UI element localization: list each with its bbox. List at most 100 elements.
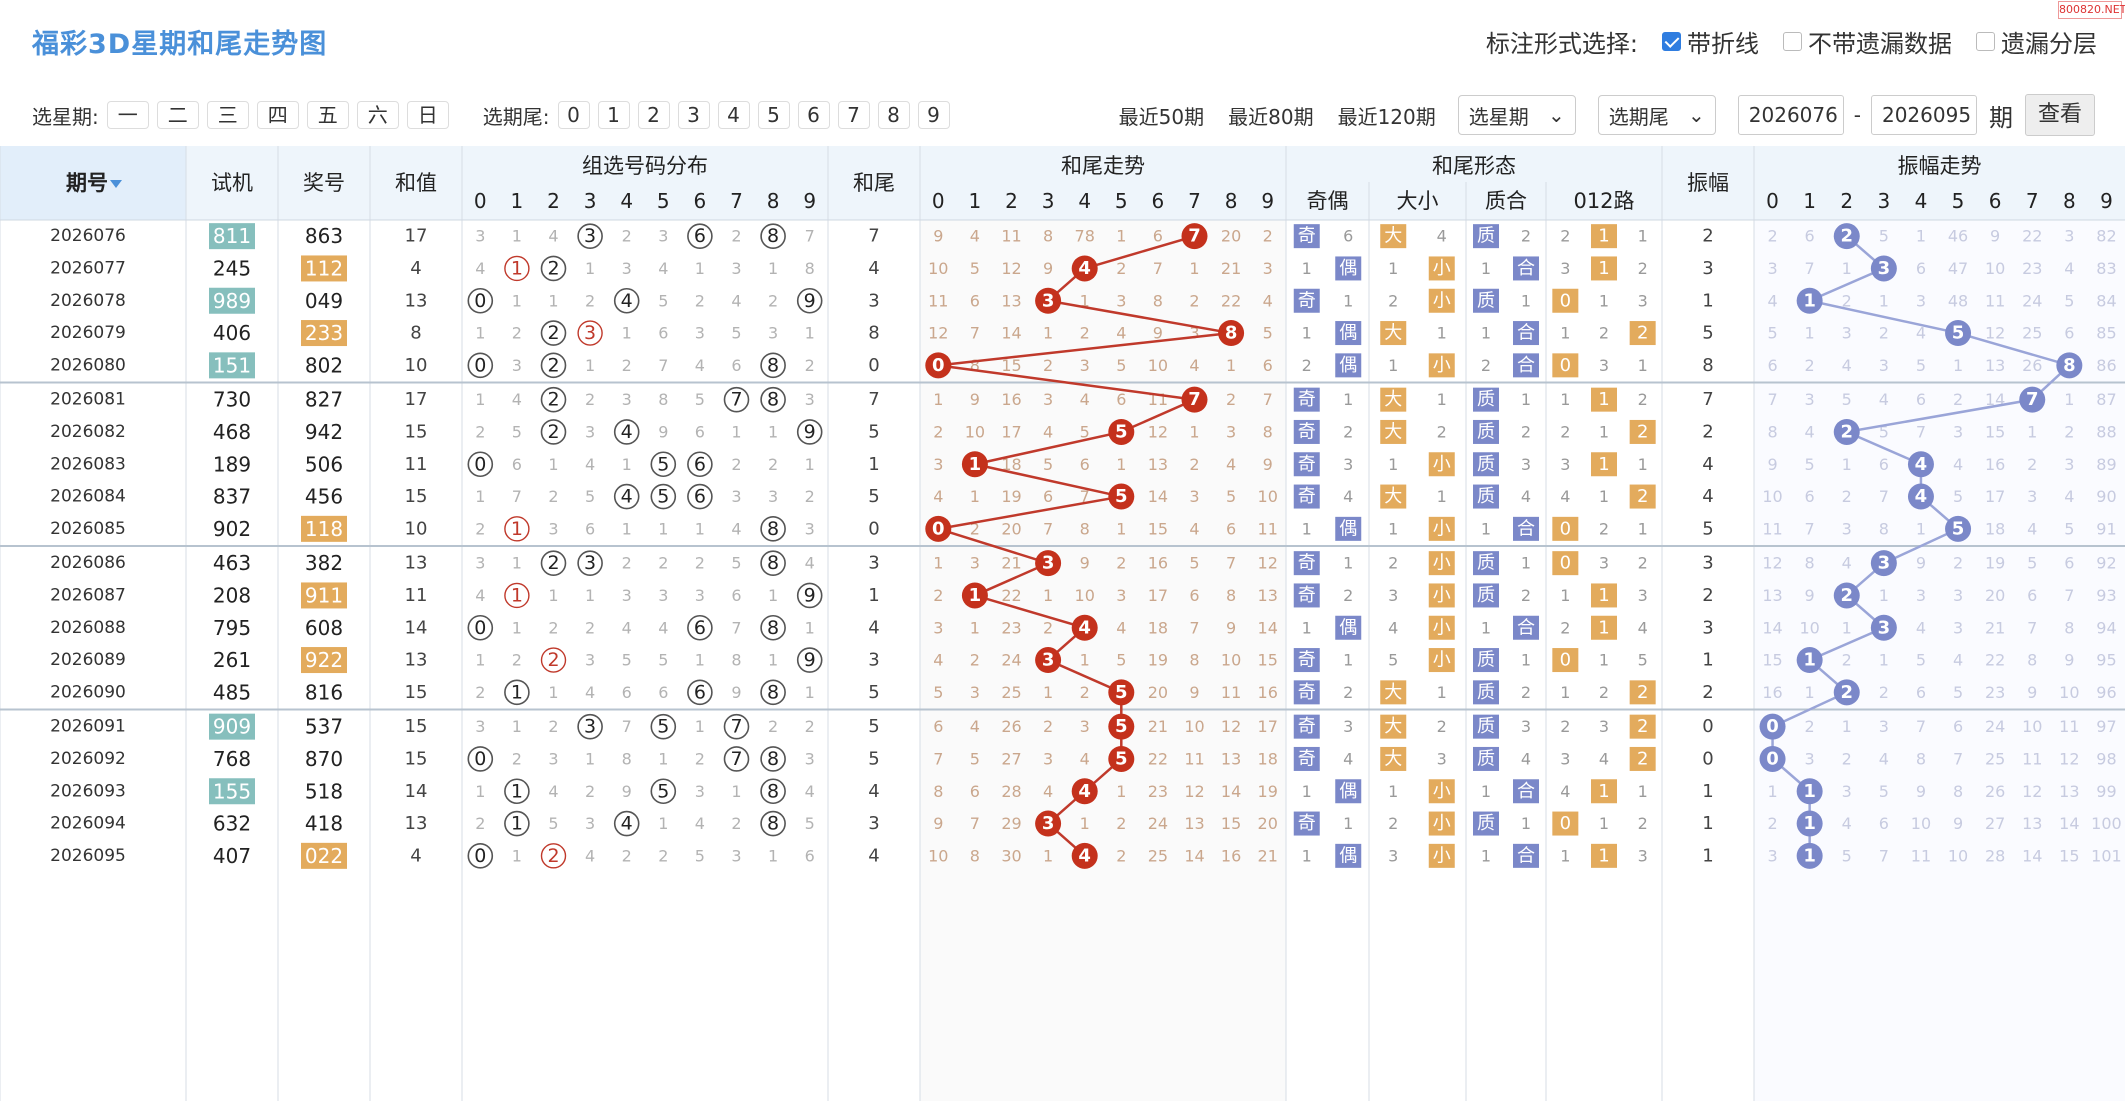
trend-miss: 1 xyxy=(1080,291,1090,310)
dist-miss: 1 xyxy=(768,422,778,441)
tail-pill-6[interactable]: 6 xyxy=(797,101,830,129)
from-issue-input[interactable]: 2026076 xyxy=(1737,95,1844,135)
form-miss: 1 xyxy=(1302,324,1312,343)
amptrend-miss: 5 xyxy=(1916,356,1926,375)
recent-50-link[interactable]: 最近50期 xyxy=(1118,104,1205,129)
trend-miss: 17 xyxy=(1001,422,1021,441)
amptrend-miss: 6 xyxy=(1879,455,1889,474)
checkbox-polyline[interactable] xyxy=(1662,32,1681,51)
tail-pill-3[interactable]: 3 xyxy=(677,101,710,129)
form-badge-text: 质 xyxy=(1477,486,1495,507)
form-miss: 1 xyxy=(1343,814,1353,833)
amptrend-miss: 4 xyxy=(2027,519,2037,538)
sort-down-icon[interactable] xyxy=(110,180,122,188)
tail-pill-1[interactable]: 1 xyxy=(597,101,630,129)
header-bs: 大小 xyxy=(1397,189,1439,213)
checkbox-no-missing[interactable] xyxy=(1783,32,1802,51)
amptrend-miss: 10 xyxy=(2059,683,2079,702)
weekday-pill-3[interactable]: 三 xyxy=(206,101,249,129)
dist-miss: 4 xyxy=(475,259,485,278)
tail-trend-ball xyxy=(1035,287,1062,314)
amp-trend-digit: 1 xyxy=(1803,290,1816,311)
form-badge xyxy=(1428,648,1455,673)
weekday-pill-1[interactable]: 一 xyxy=(106,101,149,129)
trend-miss: 4 xyxy=(1189,356,1199,375)
amptrend-miss: 89 xyxy=(2096,455,2116,474)
form-badge-text: 奇 xyxy=(1298,454,1316,475)
amp-value: 2 xyxy=(1702,585,1713,606)
dist-miss: 3 xyxy=(622,586,632,605)
weekday-pill-7[interactable]: 日 xyxy=(406,101,449,129)
header-digit: 3 xyxy=(1877,189,1890,213)
amptrend-miss: 95 xyxy=(2096,651,2116,670)
form-miss: 1 xyxy=(1388,259,1398,278)
trend-miss: 1 xyxy=(1043,846,1053,865)
option-layered[interactable]: 遗漏分层 xyxy=(1976,24,2097,59)
tail-pill-7[interactable]: 7 xyxy=(837,101,870,129)
amptrend-miss: 85 xyxy=(2096,324,2116,343)
option-polyline[interactable]: 带折线 xyxy=(1662,24,1759,59)
dist-miss: 3 xyxy=(695,324,705,343)
weekday-pill-6[interactable]: 六 xyxy=(356,101,399,129)
trend-miss: 4 xyxy=(1080,749,1090,768)
weekday-group: 一二三四五六日 xyxy=(99,101,449,129)
dist-miss: 4 xyxy=(805,782,815,801)
tail-value: 1 xyxy=(868,454,879,475)
form-badge-text: 偶 xyxy=(1339,518,1357,539)
recent-80-link[interactable]: 最近80期 xyxy=(1228,104,1314,129)
to-issue-input[interactable]: 2026095 xyxy=(1870,95,1977,135)
header-dist: 组选号码分布 xyxy=(582,154,708,178)
amptrend-miss: 1 xyxy=(1953,356,1963,375)
form-badge-text: 奇 xyxy=(1298,585,1316,606)
route-badge xyxy=(1591,452,1617,477)
tail-select[interactable]: 选期尾 ⌄ xyxy=(1597,95,1716,135)
query-button[interactable]: 查看 xyxy=(2024,94,2095,136)
weekday-pill-4[interactable]: 四 xyxy=(256,101,299,129)
dist-digit: 4 xyxy=(621,421,633,443)
amptrend-miss: 7 xyxy=(2027,618,2037,637)
form-miss: 1 xyxy=(1437,487,1447,506)
header-digit: 1 xyxy=(511,189,524,213)
route-badge-text: 1 xyxy=(1598,585,1609,606)
form-badge-text: 质 xyxy=(1477,650,1495,671)
trend-miss: 6 xyxy=(1080,455,1090,474)
dist-circle xyxy=(540,255,567,282)
weekday-pill-5[interactable]: 五 xyxy=(306,101,349,129)
sum-value: 15 xyxy=(405,421,428,442)
dist-miss: 1 xyxy=(512,717,522,736)
header-digit: 3 xyxy=(1042,189,1055,213)
amp-trend-ball xyxy=(1796,778,1823,805)
recent-120-link[interactable]: 最近120期 xyxy=(1337,104,1436,129)
amptrend-miss: 3 xyxy=(1953,422,1963,441)
dist-circle xyxy=(687,614,713,641)
option-no-missing[interactable]: 不带遗漏数据 xyxy=(1783,24,1952,59)
checkbox-layered[interactable] xyxy=(1976,32,1995,51)
trend-miss: 16 xyxy=(1001,390,1021,409)
dist-miss: 6 xyxy=(731,356,741,375)
amp-value: 5 xyxy=(1702,323,1713,344)
tail-pill-5[interactable]: 5 xyxy=(757,101,790,129)
dist-digit: 4 xyxy=(621,486,633,508)
tail-pill-0[interactable]: 0 xyxy=(557,101,590,129)
weekday-pill-2[interactable]: 二 xyxy=(156,101,199,129)
amptrend-miss: 7 xyxy=(2064,586,2074,605)
weekday-select-value: 选星期 xyxy=(1468,104,1529,129)
weekday-select[interactable]: 选星期 ⌄ xyxy=(1457,95,1576,135)
tail-pill-4[interactable]: 4 xyxy=(717,101,750,129)
form-badge xyxy=(1473,680,1499,705)
trend-miss: 6 xyxy=(1153,227,1163,246)
dist-circle xyxy=(723,746,750,772)
tail-pill-9[interactable]: 9 xyxy=(917,101,950,129)
form-miss: 1 xyxy=(1481,618,1491,637)
trend-miss: 4 xyxy=(1263,291,1273,310)
dist-digit: 6 xyxy=(694,453,706,475)
prize-highlight xyxy=(301,647,347,674)
dist-miss: 2 xyxy=(475,814,485,833)
dist-miss: 1 xyxy=(585,259,595,278)
tail-pill-2[interactable]: 2 xyxy=(637,101,670,129)
dist-miss: 2 xyxy=(475,422,485,441)
amptrend-miss: 6 xyxy=(1767,356,1777,375)
trend-miss: 8 xyxy=(1226,586,1236,605)
tail-pill-8[interactable]: 8 xyxy=(877,101,910,129)
amptrend-miss: 10 xyxy=(1948,846,1968,865)
